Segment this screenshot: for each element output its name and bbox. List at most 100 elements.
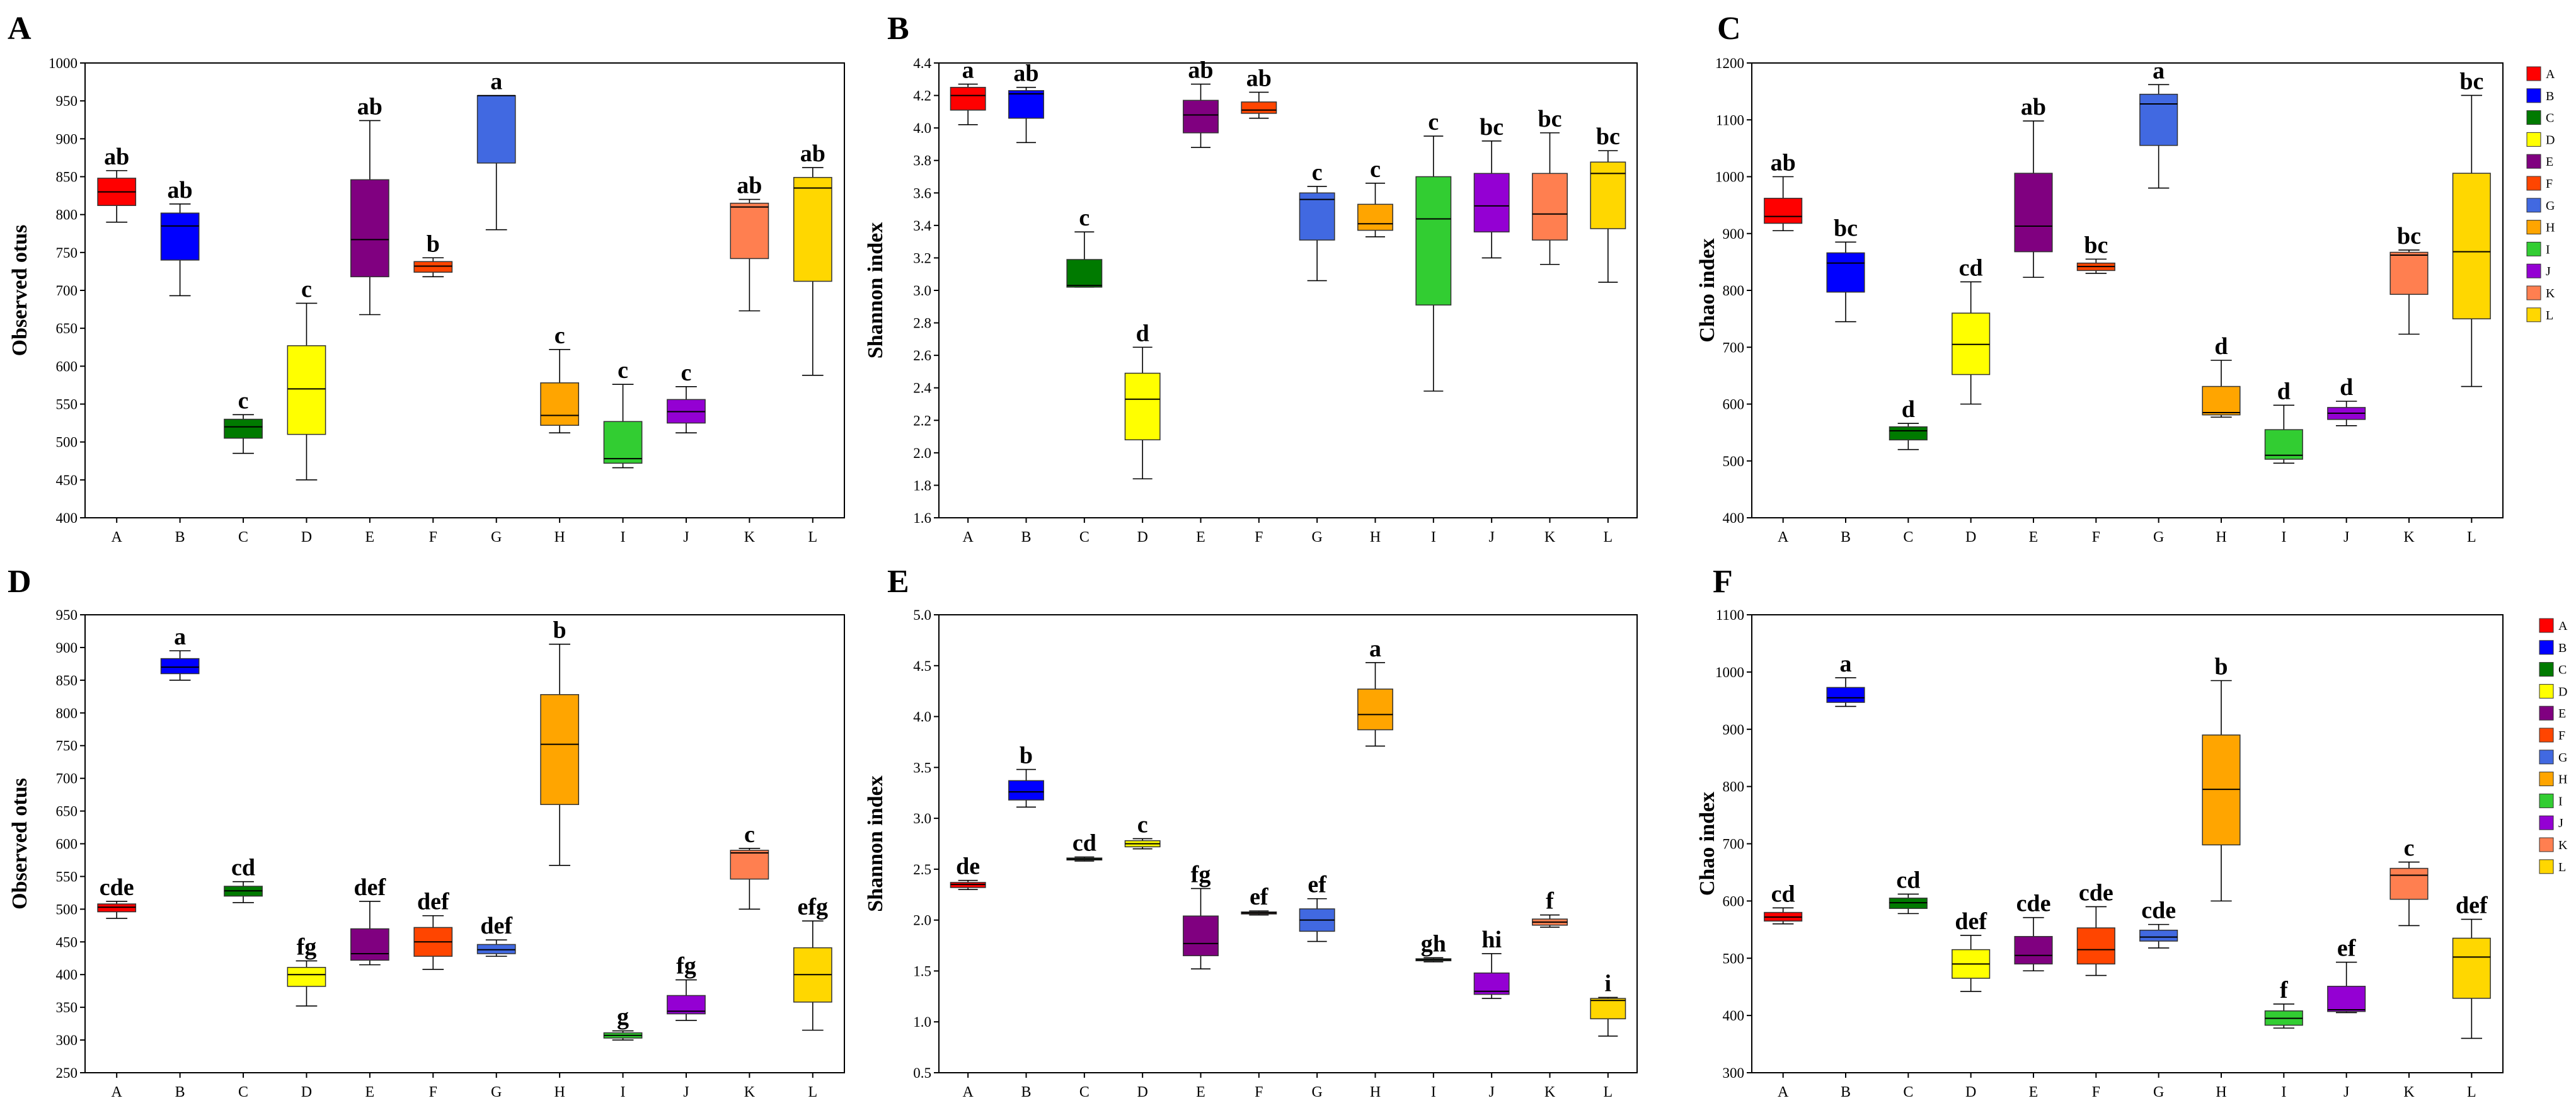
box-l: Li xyxy=(1590,970,1626,1100)
box-k: Kc xyxy=(2389,835,2429,1100)
box-body xyxy=(1473,173,1510,232)
legend-swatch xyxy=(2539,705,2554,721)
significance-label: cd xyxy=(1959,254,1983,281)
x-tick-label: J xyxy=(683,1084,689,1100)
legend-label: G xyxy=(2546,199,2555,213)
box-e: Efg xyxy=(1183,862,1219,1100)
chart-panel-d: D Observed otus 250 300 350 400 450 500 550 600 65… xyxy=(8,564,845,1100)
legend-label: D xyxy=(2546,133,2555,147)
plot-frame xyxy=(938,614,1638,1073)
y-tick-label: 4.0 xyxy=(913,120,931,136)
x-tick-label: B xyxy=(1021,529,1031,545)
x-tick-label: L xyxy=(2467,529,2476,545)
legend-swatch xyxy=(2526,110,2541,125)
y-tick-label: 2.5 xyxy=(913,862,931,877)
x-tick-label: E xyxy=(2029,529,2038,545)
significance-label: fg xyxy=(676,953,696,979)
x-tick-label: K xyxy=(1544,529,1556,545)
box-body xyxy=(540,382,579,426)
significance-label: cd xyxy=(1896,867,1920,893)
significance-label: b xyxy=(427,231,440,257)
box-body xyxy=(350,179,389,278)
legend-label: K xyxy=(2558,838,2568,852)
box-l: Lbc xyxy=(1590,123,1626,545)
box-body xyxy=(1241,101,1277,114)
y-tick-label: 1000 xyxy=(1715,169,1744,185)
box-c: Ccd xyxy=(1066,830,1103,1100)
box-a: Aa xyxy=(950,57,986,545)
box-body xyxy=(1532,173,1568,241)
box-d: Dc xyxy=(1124,811,1161,1100)
x-tick-label: I xyxy=(2281,1084,2286,1100)
legend-swatch xyxy=(2526,66,2541,81)
box-j: Jbc xyxy=(1473,114,1510,545)
x-tick-label: F xyxy=(2092,1084,2100,1100)
x-tick-label: F xyxy=(1255,529,1263,545)
y-tick-label: 300 xyxy=(1723,1065,1745,1081)
y-tick-label: 250 xyxy=(56,1065,78,1081)
significance-label: ab xyxy=(1771,150,1796,176)
significance-label: f xyxy=(2280,977,2289,1003)
box-body xyxy=(2452,937,2491,999)
box-c: Cc xyxy=(1066,205,1103,545)
x-tick-label: D xyxy=(1965,529,1976,545)
x-tick-label: A xyxy=(962,1084,974,1100)
y-tick-label: 600 xyxy=(1723,397,1745,413)
x-tick-label: L xyxy=(1603,529,1613,545)
box-i: Id xyxy=(2264,378,2303,545)
x-tick-label: D xyxy=(301,1084,312,1100)
y-tick-label: 2.4 xyxy=(913,380,931,396)
panel-letter: C xyxy=(1717,11,1741,47)
significance-label: c xyxy=(1428,109,1439,135)
box-c: Ccd xyxy=(224,855,263,1100)
x-tick-label: D xyxy=(1965,1084,1976,1100)
box-k: Kab xyxy=(730,173,769,545)
x-tick-label: K xyxy=(744,1084,756,1100)
y-tick-label: 1000 xyxy=(1715,665,1744,680)
x-tick-label: H xyxy=(2216,529,2226,545)
box-body xyxy=(1826,687,1865,703)
box-body xyxy=(1590,161,1626,229)
box-d: Dd xyxy=(1124,320,1161,545)
x-tick-label: H xyxy=(1370,1084,1381,1100)
y-tick-label: 950 xyxy=(56,93,78,109)
box-body xyxy=(476,94,516,164)
legend-label: C xyxy=(2546,111,2554,125)
box-body xyxy=(1357,203,1393,231)
legend-swatch xyxy=(2526,263,2541,278)
box-k: Kbc xyxy=(1532,106,1568,545)
y-tick-label: 600 xyxy=(1723,893,1745,909)
y-tick-label: 600 xyxy=(56,837,78,852)
x-tick-label: B xyxy=(1021,1084,1031,1100)
legend-label: A xyxy=(2546,67,2555,81)
legend-label: H xyxy=(2558,773,2567,787)
y-tick-label: 450 xyxy=(56,472,78,488)
legend-swatch xyxy=(2539,837,2554,852)
y-tick-label: 0.5 xyxy=(913,1065,931,1081)
significance-label: c xyxy=(2404,835,2415,862)
box-body xyxy=(1357,688,1393,731)
y-tick-label: 2.0 xyxy=(913,913,931,928)
y-tick-label: 4.4 xyxy=(913,55,931,71)
box-j: Jfg xyxy=(667,953,706,1100)
x-tick-label: C xyxy=(238,1084,248,1100)
legend-swatch xyxy=(2526,154,2541,169)
significance-label: efg xyxy=(798,894,829,920)
box-j: Jd xyxy=(2327,374,2366,545)
box-j: Jef xyxy=(2327,935,2366,1100)
x-tick-label: J xyxy=(1488,529,1494,545)
x-tick-label: L xyxy=(808,1084,817,1100)
box-c: Ccd xyxy=(1889,867,1928,1100)
legend-label: E xyxy=(2558,707,2566,721)
box-i: If xyxy=(2264,977,2303,1100)
y-tick-label: 3.0 xyxy=(913,283,931,299)
y-tick-label: 1.5 xyxy=(913,963,931,979)
box-j: Jhi xyxy=(1473,927,1510,1100)
legend-swatch xyxy=(2539,772,2554,787)
significance-label: bc xyxy=(1596,123,1620,150)
box-k: Kf xyxy=(1532,888,1568,1100)
x-tick-label: C xyxy=(1079,1084,1090,1100)
